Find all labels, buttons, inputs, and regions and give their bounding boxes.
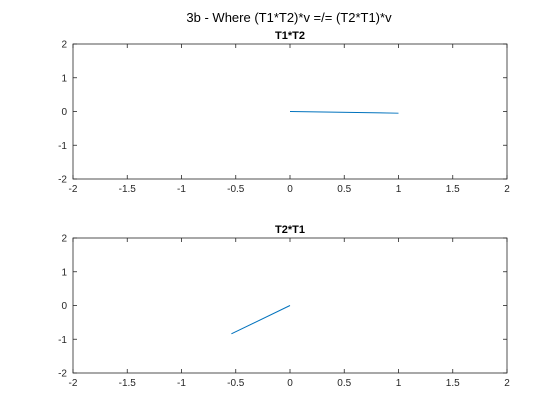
x-tick-label: -1.5 [119,378,137,389]
x-tick-label: -0.5 [227,378,245,389]
y-tick-label: 0 [61,107,67,118]
x-tick-label: 2 [504,378,510,389]
subplot-title: T2*T1 [275,224,305,236]
figure-title: 3b - Where (T1*T2)*v =/= (T2*T1)*v [186,10,392,25]
y-tick-label: 1 [61,267,67,278]
y-tick-label: -1 [58,335,67,346]
y-tick-label: -2 [58,175,67,186]
x-tick-label: 1 [396,378,402,389]
x-tick-label: 1.5 [446,184,460,195]
x-tick-label: -1 [177,378,186,389]
y-tick-label: 2 [61,40,67,51]
series-line [289,111,399,114]
y-tick-label: 2 [61,234,67,245]
series-line [231,305,291,335]
x-tick-label: -1.5 [119,184,137,195]
x-tick-label: 2 [504,184,510,195]
x-tick-label: 1 [396,184,402,195]
x-tick-label: -1 [177,184,186,195]
y-tick-label: 1 [61,73,67,84]
subplot-title: T1*T2 [275,30,305,42]
y-tick-label: -2 [58,369,67,380]
x-tick-label: 0 [287,184,293,195]
x-tick-label: -0.5 [227,184,245,195]
x-tick-label: 1.5 [446,378,460,389]
subplot-t1t2: -2 -1.5 -1 -0.5 0 0.5 1 1.5 2 -2 -1 0 1 2 T1*T2 [58,30,510,195]
x-tick-label: -2 [69,378,78,389]
subplot-t2t1: -2 -1.5 -1 -0.5 0 0.5 1 1.5 2 -2 -1 0 1 2 T2*T1 [58,224,510,389]
y-tick-label: -1 [58,141,67,152]
x-tick-label: 0.5 [337,378,351,389]
y-tick-label: 0 [61,301,67,312]
x-tick-label: -2 [69,184,78,195]
x-tick-label: 0 [287,378,293,389]
x-tick-label: 0.5 [337,184,351,195]
